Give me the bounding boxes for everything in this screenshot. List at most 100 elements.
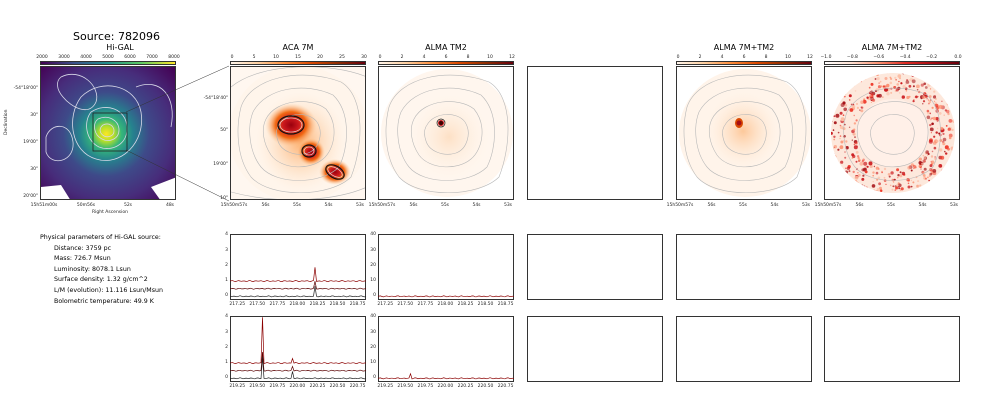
spectrum-xtick: 220.75 <box>497 384 514 389</box>
noise-speckle <box>932 116 937 121</box>
aca-colorbar-tick: 20 <box>317 55 323 60</box>
spectrum-line <box>229 281 367 290</box>
spectrum-line <box>377 295 515 298</box>
noise-speckle <box>861 160 864 163</box>
aca-colorbar-tick: 0 <box>230 55 234 60</box>
noise-speckle <box>881 171 883 174</box>
aca-ytick: -54°18'40" <box>203 96 228 101</box>
noise-speckle <box>840 117 845 122</box>
noise-speckle <box>892 185 895 188</box>
noise-speckle <box>829 131 831 133</box>
noise-speckle <box>900 187 904 191</box>
spectrum-xtick: 218.75 <box>497 302 514 307</box>
noise-speckle <box>852 170 855 174</box>
noise-speckle <box>872 189 876 193</box>
combo2-xtick: 54s <box>918 203 927 208</box>
noise-speckle <box>927 83 931 87</box>
noise-speckle <box>866 96 869 99</box>
noise-speckle <box>861 184 864 187</box>
noise-speckle <box>906 95 910 100</box>
spectrum-empty-row1-b <box>676 234 812 300</box>
param-distance: Distance: 3759 pc <box>54 244 112 252</box>
noise-speckle <box>932 95 937 99</box>
noise-speckle <box>922 95 926 100</box>
noise-speckle <box>885 73 889 74</box>
noise-speckle <box>916 184 920 188</box>
noise-speckle <box>930 132 932 134</box>
combo-colorbar-tick: 12 <box>807 55 813 60</box>
spectrum-line <box>229 351 367 372</box>
noise-speckle <box>868 86 871 89</box>
noise-speckle <box>900 82 903 85</box>
tm2-xtick: 53s <box>503 203 513 208</box>
noise-speckle <box>929 127 934 132</box>
noise-speckle <box>860 109 864 113</box>
noise-speckle <box>945 125 948 127</box>
noise-speckle <box>829 129 830 130</box>
higal-title: Hi-GAL <box>106 43 134 52</box>
spectrum-xtick: 219.25 <box>229 384 246 389</box>
aca-ytick: 10" <box>220 196 228 201</box>
spectrum-ytick: 0 <box>225 375 228 381</box>
noise-speckle <box>862 174 865 177</box>
aca-colorbar-tick: 10 <box>273 55 279 60</box>
noise-speckle <box>889 81 893 85</box>
noise-speckle <box>892 181 895 183</box>
higal-colorbar-tick: 7000 <box>146 55 158 60</box>
noise-speckle <box>848 94 852 98</box>
noise-speckle <box>950 146 955 151</box>
spectrum-xtick: 217.25 <box>229 302 246 307</box>
higal-colorbar-tick: 8000 <box>168 55 180 60</box>
combo2-xtick: 15h50m57s <box>814 203 842 208</box>
combo-xtick: 54s <box>770 203 779 208</box>
noise-speckle <box>926 109 930 113</box>
higal-ytick: 20'00" <box>23 194 38 199</box>
aca-colorbar-tick: 15 <box>295 55 301 60</box>
noise-speckle <box>952 119 955 123</box>
combo2-xtick: 55s <box>886 203 896 208</box>
noise-speckle <box>899 189 902 192</box>
spectrum-ytick: 40 <box>370 314 376 320</box>
spectrum-ytick: 40 <box>370 232 376 238</box>
tm2-colorbar-tick: 6 <box>444 55 448 60</box>
noise-speckle <box>866 165 869 168</box>
spectrum-xtick: 218.50 <box>329 302 346 307</box>
noise-speckle <box>919 163 921 166</box>
noise-speckle <box>865 186 868 189</box>
noise-speckle <box>883 179 887 182</box>
higal-xtick: 48s <box>165 203 175 208</box>
combo-xtick: 55s <box>738 203 748 208</box>
noise-speckle <box>831 120 833 122</box>
noise-speckle <box>876 187 881 192</box>
noise-speckle <box>855 141 858 145</box>
noise-speckle <box>833 121 837 125</box>
combo-image <box>676 66 812 200</box>
noise-speckle <box>876 77 880 81</box>
noise-speckle <box>877 176 881 180</box>
noise-speckle <box>935 131 938 134</box>
noise-speckle <box>845 167 847 170</box>
noise-speckle <box>931 106 934 109</box>
spectrum-xtick: 220.25 <box>457 384 474 389</box>
spectrum-tm2-row2-plot <box>377 372 515 380</box>
spectrum-xtick: 217.75 <box>269 302 286 307</box>
combo-colorbar-tick: 4 <box>720 55 724 60</box>
spectrum-xtick: 218.50 <box>477 302 494 307</box>
combo-title: ALMA 7M+TM2 <box>713 43 775 52</box>
noise-speckle <box>844 156 847 159</box>
combo2-image <box>824 66 960 200</box>
noise-speckle <box>879 80 882 83</box>
noise-speckle <box>831 123 832 126</box>
tm2-colorbar-tick: 12 <box>509 55 515 60</box>
noise-speckle <box>895 88 899 92</box>
combo2-colorbar-tick: −1.0 <box>820 55 832 60</box>
noise-speckle <box>921 162 924 165</box>
noise-speckle <box>941 100 943 102</box>
noise-speckle <box>933 135 936 138</box>
noise-speckle <box>922 174 926 177</box>
noise-speckle <box>942 132 945 135</box>
noise-speckle <box>875 171 879 175</box>
noise-speckle <box>842 92 845 96</box>
noise-speckle <box>911 79 916 84</box>
tm2-xtick: 54s <box>472 203 481 208</box>
